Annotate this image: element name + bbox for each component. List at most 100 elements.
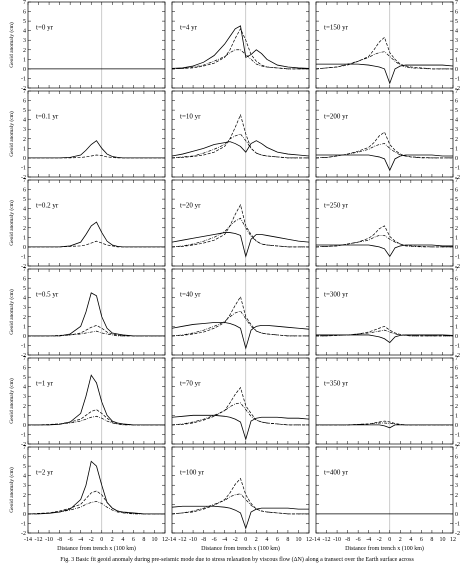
y-tick-label: 6 (23, 99, 26, 105)
y-tick-label: 4 (455, 474, 458, 480)
y-tick-label: -2 (455, 86, 460, 92)
panel: t=70 yr (171, 357, 310, 445)
y-tick-label: 6 (455, 277, 458, 283)
y-tick-label: 5 (23, 286, 26, 292)
y-tick-label: 6 (455, 99, 458, 105)
y-tick-label: -2 (21, 442, 26, 448)
panel-frame (315, 1, 454, 89)
x-tick-label: 0 (388, 537, 391, 543)
x-tick-label: -4 (78, 537, 83, 543)
y-tick-label: 7 (455, 0, 458, 6)
y-axis-label: Geoid anomaly (cm) (8, 289, 15, 335)
x-tick-label: -8 (57, 537, 62, 543)
series-line (316, 51, 453, 70)
x-tick-label: -10 (45, 537, 53, 543)
panel-label: t=0.1 yr (36, 113, 59, 121)
y-tick-label: -2 (21, 531, 26, 537)
y-tick-label: 2 (455, 137, 458, 143)
x-tick-label: 4 (409, 537, 412, 543)
series-line (172, 140, 309, 157)
y-tick-label: 3 (23, 216, 26, 222)
y-tick-label: 7 (455, 445, 458, 451)
x-tick-label: -2 (233, 537, 238, 543)
y-tick-label: 5 (455, 19, 458, 25)
series-line (28, 154, 165, 159)
panel-frame (27, 1, 166, 89)
y-tick-label: -1 (455, 254, 460, 260)
panel-frame (315, 357, 454, 445)
x-tick-label: -12 (323, 537, 331, 543)
panel: t=4 yr (171, 1, 310, 89)
y-tick-label: 0 (455, 156, 458, 162)
y-tick-label: 1 (455, 235, 458, 241)
y-tick-label: -2 (21, 353, 26, 359)
y-tick-label: 4 (455, 118, 458, 124)
series-line (28, 292, 165, 337)
series-line (172, 133, 309, 159)
y-tick-label: -1 (21, 165, 26, 171)
y-tick-label: -2 (21, 86, 26, 92)
y-tick-label: 7 (23, 89, 26, 95)
y-tick-label: 5 (455, 464, 458, 470)
x-tick-label: 4 (121, 537, 124, 543)
caption: Fig. 3 Basic fit geoid anomaly during pr… (60, 556, 414, 563)
x-tick-label: 10 (295, 537, 301, 543)
series-line (172, 49, 309, 70)
y-tick-label: -1 (21, 343, 26, 349)
y-tick-label: 6 (455, 188, 458, 194)
series-line (28, 330, 165, 337)
y-axis-label: Geoid anomaly (cm) (8, 378, 15, 424)
y-tick-label: 5 (23, 197, 26, 203)
series-line (28, 501, 165, 515)
x-tick-label: 8 (430, 537, 433, 543)
panel-frame (171, 446, 310, 534)
panel: t=10 yr (171, 90, 310, 178)
y-tick-label: -1 (455, 165, 460, 171)
y-tick-label: 5 (455, 108, 458, 114)
panel-frame (27, 179, 166, 267)
y-tick-label: 3 (23, 38, 26, 44)
y-tick-label: 0 (23, 156, 26, 162)
y-tick-label: 3 (455, 38, 458, 44)
series-line (28, 324, 165, 337)
x-tick-label: 6 (420, 537, 423, 543)
y-tick-label: 0 (455, 245, 458, 251)
y-tick-label: 3 (455, 127, 458, 133)
y-tick-label: 6 (455, 10, 458, 16)
panel: -2 -1 0 1 2 3 4 5 6 7 t=0.1 yr Geoid anomaly (cm) (8, 89, 166, 181)
x-tick-label: -10 (333, 537, 341, 543)
y-tick-label: -1 (21, 76, 26, 82)
panel: -14 -12 -10 -8 -6 -4 -2 0 2 4 6 8 10 12 t=100 yr Distan… (168, 446, 312, 552)
panel-label: t=0 yr (36, 24, 54, 32)
y-tick-label: 4 (23, 474, 26, 480)
y-tick-label: 5 (455, 286, 458, 292)
y-tick-label: -2 (21, 175, 26, 181)
x-tick-label: 6 (132, 537, 135, 543)
x-tick-label: 4 (265, 537, 268, 543)
series-line (172, 493, 309, 515)
panel-label: t=350 yr (324, 380, 349, 388)
panel-label: t=100 yr (180, 469, 205, 477)
y-tick-label: 1 (455, 413, 458, 419)
series-line (28, 415, 165, 426)
panel-label: t=70 yr (180, 380, 201, 388)
y-tick-label: -1 (455, 521, 460, 527)
y-axis-label: Geoid anomaly (cm) (8, 22, 15, 68)
y-tick-label: -2 (455, 442, 460, 448)
x-tick-label: 8 (286, 537, 289, 543)
y-tick-label: 7 (23, 267, 26, 273)
y-tick-label: 2 (23, 226, 26, 232)
x-tick-label: -14 (24, 537, 32, 543)
y-tick-label: 0 (23, 423, 26, 429)
x-tick-label: 8 (142, 537, 145, 543)
panel: -2 -1 0 1 2 3 4 5 6 7 t=350 yr (315, 356, 460, 448)
y-tick-label: 2 (23, 137, 26, 143)
y-tick-label: 6 (455, 366, 458, 372)
x-tick-label: -8 (345, 537, 350, 543)
series-line (172, 505, 309, 530)
panel-frame (27, 90, 166, 178)
y-tick-label: 7 (23, 356, 26, 362)
y-tick-label: 5 (23, 108, 26, 114)
y-tick-label: 2 (455, 404, 458, 410)
